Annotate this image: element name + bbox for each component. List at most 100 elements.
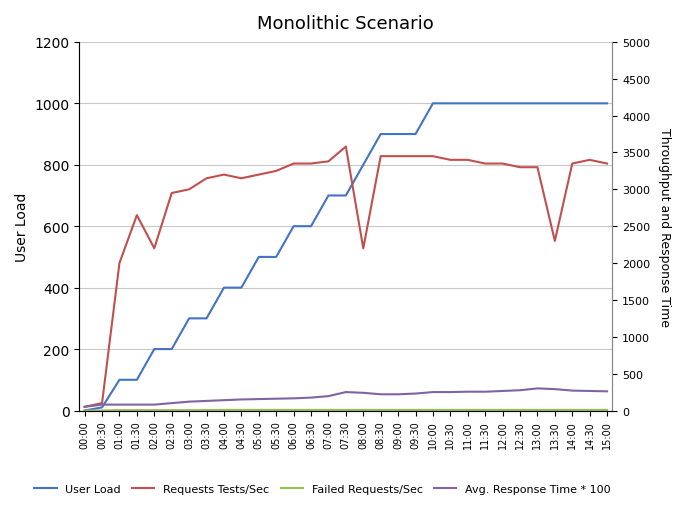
- User Load: [150, 346, 158, 352]
- Failed Requests/Sec: [412, 407, 420, 413]
- User Load: [202, 316, 211, 322]
- Requests Tests/Sec: [167, 190, 176, 196]
- Line: Requests Tests/Sec: Requests Tests/Sec: [84, 147, 607, 407]
- User Load: [394, 132, 402, 138]
- User Load: [551, 101, 559, 107]
- Failed Requests/Sec: [429, 407, 437, 413]
- Avg. Response Time * 100: [255, 396, 263, 402]
- User Load: [237, 285, 246, 291]
- Legend: User Load, Requests Tests/Sec, Failed Requests/Sec, Avg. Response Time * 100: User Load, Requests Tests/Sec, Failed Re…: [30, 479, 615, 498]
- Failed Requests/Sec: [133, 407, 141, 413]
- Requests Tests/Sec: [133, 213, 141, 219]
- Requests Tests/Sec: [289, 161, 298, 167]
- Requests Tests/Sec: [551, 238, 559, 244]
- Failed Requests/Sec: [533, 407, 541, 413]
- Failed Requests/Sec: [202, 407, 211, 413]
- User Load: [133, 377, 141, 383]
- Avg. Response Time * 100: [220, 398, 228, 404]
- Avg. Response Time * 100: [603, 388, 611, 394]
- User Load: [98, 405, 106, 411]
- Failed Requests/Sec: [481, 407, 489, 413]
- User Load: [289, 223, 298, 230]
- Y-axis label: Throughput and Response Time: Throughput and Response Time: [658, 127, 671, 326]
- Requests Tests/Sec: [272, 168, 281, 175]
- Requests Tests/Sec: [429, 154, 437, 160]
- Failed Requests/Sec: [464, 407, 472, 413]
- User Load: [220, 285, 228, 291]
- Failed Requests/Sec: [516, 407, 524, 413]
- Avg. Response Time * 100: [516, 387, 524, 393]
- Failed Requests/Sec: [342, 407, 350, 413]
- Requests Tests/Sec: [377, 154, 385, 160]
- Requests Tests/Sec: [603, 161, 611, 167]
- User Load: [359, 162, 368, 168]
- User Load: [115, 377, 123, 383]
- Requests Tests/Sec: [342, 144, 350, 150]
- User Load: [464, 101, 472, 107]
- Requests Tests/Sec: [307, 161, 315, 167]
- Failed Requests/Sec: [289, 407, 298, 413]
- Avg. Response Time * 100: [464, 389, 472, 395]
- Failed Requests/Sec: [185, 407, 193, 413]
- Requests Tests/Sec: [237, 176, 246, 182]
- Avg. Response Time * 100: [80, 404, 88, 410]
- Avg. Response Time * 100: [481, 389, 489, 395]
- Failed Requests/Sec: [237, 407, 246, 413]
- Avg. Response Time * 100: [446, 389, 454, 395]
- Avg. Response Time * 100: [377, 391, 385, 398]
- Requests Tests/Sec: [481, 161, 489, 167]
- Requests Tests/Sec: [533, 165, 541, 171]
- User Load: [272, 254, 281, 261]
- Requests Tests/Sec: [586, 157, 594, 163]
- Failed Requests/Sec: [394, 407, 402, 413]
- Avg. Response Time * 100: [289, 395, 298, 402]
- User Load: [324, 193, 333, 199]
- Avg. Response Time * 100: [394, 391, 402, 398]
- Failed Requests/Sec: [80, 408, 88, 414]
- Failed Requests/Sec: [586, 407, 594, 413]
- Failed Requests/Sec: [324, 407, 333, 413]
- Requests Tests/Sec: [412, 154, 420, 160]
- Requests Tests/Sec: [464, 157, 472, 163]
- Title: Monolithic Scenario: Monolithic Scenario: [257, 15, 434, 33]
- Requests Tests/Sec: [98, 400, 106, 406]
- Failed Requests/Sec: [499, 407, 507, 413]
- Requests Tests/Sec: [446, 157, 454, 163]
- User Load: [516, 101, 524, 107]
- Failed Requests/Sec: [272, 407, 281, 413]
- Avg. Response Time * 100: [167, 400, 176, 406]
- Line: Avg. Response Time * 100: Avg. Response Time * 100: [84, 389, 607, 407]
- Avg. Response Time * 100: [586, 388, 594, 394]
- User Load: [429, 101, 437, 107]
- Failed Requests/Sec: [603, 407, 611, 413]
- Line: Failed Requests/Sec: Failed Requests/Sec: [84, 410, 607, 411]
- Failed Requests/Sec: [551, 407, 559, 413]
- User Load: [255, 254, 263, 261]
- Avg. Response Time * 100: [150, 402, 158, 408]
- Failed Requests/Sec: [115, 407, 123, 413]
- User Load: [307, 223, 315, 230]
- User Load: [446, 101, 454, 107]
- Avg. Response Time * 100: [272, 396, 281, 402]
- Line: User Load: User Load: [84, 104, 607, 411]
- Requests Tests/Sec: [185, 187, 193, 193]
- User Load: [377, 132, 385, 138]
- Requests Tests/Sec: [202, 176, 211, 182]
- User Load: [342, 193, 350, 199]
- Avg. Response Time * 100: [237, 397, 246, 403]
- User Load: [80, 408, 88, 414]
- Requests Tests/Sec: [568, 161, 576, 167]
- Requests Tests/Sec: [115, 261, 123, 267]
- Failed Requests/Sec: [220, 407, 228, 413]
- Requests Tests/Sec: [80, 404, 88, 410]
- User Load: [568, 101, 576, 107]
- Y-axis label: User Load: User Load: [15, 192, 29, 261]
- User Load: [603, 101, 611, 107]
- Avg. Response Time * 100: [98, 402, 106, 408]
- Failed Requests/Sec: [167, 407, 176, 413]
- Failed Requests/Sec: [255, 407, 263, 413]
- Avg. Response Time * 100: [324, 393, 333, 400]
- Requests Tests/Sec: [359, 246, 368, 252]
- User Load: [167, 346, 176, 352]
- User Load: [533, 101, 541, 107]
